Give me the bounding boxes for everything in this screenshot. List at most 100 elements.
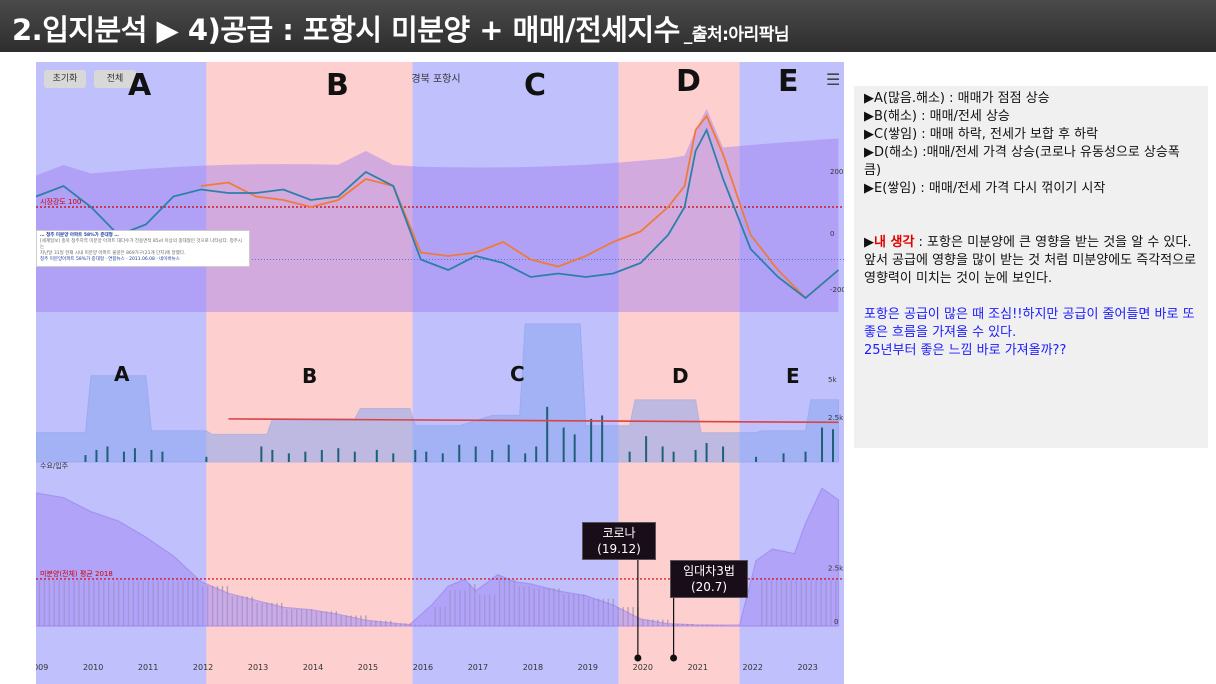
event-date: (19.12) — [597, 542, 641, 556]
reset-button[interactable]: 초기화 — [44, 70, 86, 88]
supply-bar — [672, 451, 675, 462]
news-line: 청주 미분양아파트 58%가 중대형 · 연합뉴스 · 2011.06.08 ·… — [40, 257, 180, 262]
chart-canvas: 시장강도 1000200400-20002005k2.5k수요/입주미분양(전체… — [36, 62, 844, 684]
supply-bar — [133, 448, 136, 462]
supply-bar — [304, 451, 307, 462]
region-letter-d: D — [676, 64, 701, 99]
supply-bar — [122, 451, 125, 462]
y-right-tick: 200 — [830, 168, 843, 176]
slide-title-bar: 2.입지분석 ▶ 4)공급 : 포항시 미분양 + 매매/전세지수 _출처:아리팍… — [0, 0, 1216, 52]
supply-bar — [821, 427, 824, 462]
supply-average-line — [228, 418, 839, 424]
supply-bar — [441, 453, 444, 462]
x-tick-label: 2017 — [468, 663, 488, 672]
price-index-line — [36, 127, 840, 300]
supply-bar — [590, 418, 593, 462]
all-range-button[interactable]: 전체 — [94, 70, 136, 88]
y-right-tick: 2.5k — [828, 565, 844, 573]
supply-bar — [392, 453, 395, 462]
opinion-text: : 포항은 미분양에 큰 영향을 받는 것을 알 수 있다. 앞서 공급에 영향… — [864, 235, 1197, 286]
note-item: ▶E(쌓임) : 매매/전세 가격 다시 꺾이기 시작 — [864, 181, 1106, 196]
supply-bar — [150, 449, 153, 462]
note-item: ▶B(해소) : 매매/전세 상승 — [864, 109, 1010, 124]
threshold-label: 시장강도 100 — [40, 197, 81, 206]
event-marker-dot — [670, 654, 678, 662]
supply-bar — [524, 453, 527, 462]
supply-bar — [722, 446, 725, 462]
event-box-lease-law: 임대차3법 (20.7) — [670, 560, 748, 598]
supply-bar — [507, 444, 510, 462]
region-letter-a: A — [128, 68, 152, 103]
supply-bar — [782, 453, 785, 462]
x-tick-label: 2009 — [36, 663, 48, 672]
y-right-tick: 5k — [828, 376, 837, 384]
x-tick-label: 2012 — [193, 663, 213, 672]
blue-note-1: 포항은 공급이 많은 때 조심!!하지만 공급이 줄어들면 바로 또 좋은 흐름… — [864, 307, 1195, 340]
region-letter-c: C — [524, 68, 547, 103]
region-band-b — [206, 62, 413, 684]
region-letter-e-2: E — [786, 364, 800, 388]
supply-bar — [645, 436, 648, 462]
region-letter-b: B — [326, 68, 349, 103]
note-item: ▶C(쌓임) : 매매 하락, 전세가 보합 후 하락 — [864, 127, 1099, 142]
slide-source: _출처:아리팍님 — [683, 25, 790, 45]
news-line: … 청주 미분양 아파트 58%가 준대형 … — [40, 233, 119, 238]
notes-panel: ▶A(많음.해소) : 매매가 점점 상승 ▶B(해소) : 매매/전세 상승 … — [854, 86, 1208, 448]
opinion-prefix: ▶ — [864, 235, 874, 250]
supply-bar — [661, 446, 664, 462]
x-tick-label: 2011 — [138, 663, 158, 672]
x-tick-label: 2021 — [688, 663, 708, 672]
note-item: ▶D(해소) :매매/전세 가격 상승(코로나 유동성으로 상승폭 큼) — [864, 145, 1180, 178]
supply-step-area — [36, 323, 839, 463]
y-right-tick: 0 — [830, 230, 834, 238]
supply-bar — [84, 455, 87, 462]
blue-note-2: 25년부터 좋은 느낌 바로 가져올까?? — [864, 343, 1067, 358]
supply-bar — [375, 449, 378, 462]
supply-bar — [287, 453, 290, 462]
supply-bar — [535, 446, 538, 462]
x-tick-label: 2015 — [358, 663, 378, 672]
slide-title: 2.입지분석 ▶ 4)공급 : 포항시 미분양 + 매매/전세지수 _출처:아리팍… — [12, 7, 789, 49]
hamburger-menu-icon[interactable]: ☰ — [826, 70, 841, 89]
supply-bar — [205, 456, 208, 462]
y-right-tick: 2.5k — [828, 414, 844, 422]
supply-bar — [832, 429, 835, 462]
supply-bar — [260, 446, 263, 462]
supply-bar — [546, 406, 549, 462]
news-snippet[interactable]: … 청주 미분양 아파트 58%가 준대형 … [세계일보] 충북 청주지역 미… — [36, 230, 250, 267]
x-tick-label: 2020 — [633, 663, 653, 672]
supply-bar — [414, 449, 417, 462]
supply-demand-label: 수요/입주 — [40, 462, 69, 470]
region-letter-b-2: B — [302, 364, 318, 388]
supply-bar — [474, 446, 477, 462]
supply-bar — [425, 451, 428, 462]
x-tick-label: 2019 — [578, 663, 598, 672]
x-tick-label: 2014 — [303, 663, 323, 672]
supply-bar — [337, 448, 340, 462]
event-date: (20.7) — [690, 580, 728, 594]
note-item: ▶A(많음.해소) : 매매가 점점 상승 — [864, 91, 1050, 106]
region-band-c — [412, 62, 619, 684]
news-line: [세계일보] 충북 청주지역 미분양 아파트 대다수가 전용면적 85㎡ 이상의… — [40, 239, 243, 250]
region-letter-c-2: C — [510, 362, 525, 386]
supply-bar — [601, 415, 604, 462]
event-box-covid: 코로나 (19.12) — [582, 522, 656, 560]
opinion-label: 내 생각 — [874, 235, 915, 250]
supply-bar — [694, 449, 697, 462]
x-tick-label: 2023 — [798, 663, 818, 672]
supply-bar — [628, 451, 631, 462]
unsold-average-label: 미분양(전체) 평균 2018 — [40, 569, 113, 578]
supply-bar — [161, 451, 164, 462]
x-tick-label: 2022 — [743, 663, 763, 672]
supply-bar — [320, 449, 323, 462]
y-right-tick: -200 — [830, 286, 844, 294]
unsold-monthly-bar — [667, 619, 669, 626]
opinion: ▶내 생각 : 포항은 미분양에 큰 영향을 받는 것을 알 수 있다. 앞서 … — [864, 234, 1198, 288]
news-line: 지난달 31일 현재 시내 미분양 아파트 물량은 869가구(21개 단지)에… — [40, 251, 186, 256]
region-letter-d-2: D — [672, 364, 689, 388]
supply-bar — [573, 434, 576, 462]
supply-bar — [271, 449, 274, 462]
supply-bar — [491, 449, 494, 462]
jeonse-index-line — [200, 114, 840, 300]
unsold-area — [36, 487, 840, 627]
